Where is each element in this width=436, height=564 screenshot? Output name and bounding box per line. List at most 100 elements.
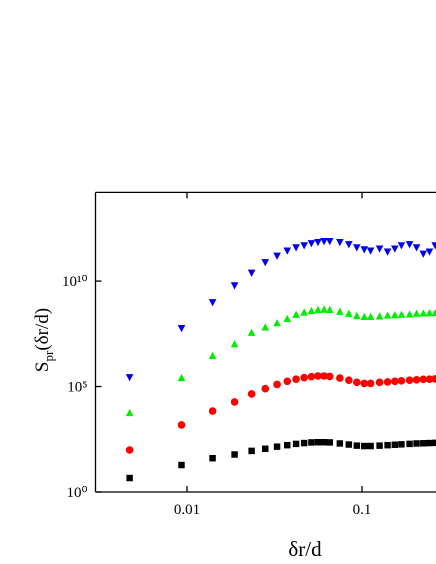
marker — [300, 373, 308, 382]
marker — [391, 245, 399, 253]
marker — [366, 312, 375, 320]
marker — [412, 244, 421, 252]
marker — [336, 238, 344, 247]
marker — [126, 474, 133, 482]
marker — [431, 375, 436, 383]
marker — [384, 441, 391, 449]
marker — [391, 441, 399, 448]
x-axis-label: δr/d — [288, 537, 322, 561]
marker — [426, 439, 433, 447]
marker — [367, 442, 374, 450]
marker — [273, 380, 281, 389]
marker — [412, 375, 421, 384]
marker — [230, 282, 239, 290]
marker — [320, 438, 328, 446]
marker — [247, 328, 256, 336]
y-tick-label: 10¹⁰ — [62, 274, 88, 290]
marker — [420, 440, 427, 447]
marker — [125, 408, 134, 417]
marker — [261, 384, 270, 393]
marker — [326, 439, 333, 446]
y-label-base: S — [32, 361, 53, 372]
marker — [425, 375, 434, 383]
marker — [231, 451, 238, 458]
marker — [375, 245, 384, 253]
marker — [383, 248, 392, 256]
marker — [230, 340, 239, 348]
marker — [230, 398, 239, 406]
marker — [336, 374, 344, 382]
marker — [284, 441, 291, 449]
marker — [431, 439, 436, 447]
x-tick-label: 0.01 — [174, 502, 200, 518]
marker — [262, 445, 269, 453]
marker — [353, 311, 361, 320]
marker — [419, 309, 428, 317]
marker — [405, 310, 414, 318]
y-label-rest: (δr/d) — [32, 308, 53, 351]
marker — [247, 390, 256, 398]
marker — [320, 372, 328, 380]
marker — [273, 252, 281, 260]
marker — [431, 242, 436, 250]
marker — [345, 441, 353, 448]
marker — [314, 372, 322, 380]
marker — [292, 440, 300, 448]
x-tick-label: 0.1 — [353, 502, 372, 518]
marker — [398, 441, 405, 448]
marker — [397, 310, 406, 318]
marker — [375, 378, 384, 387]
marker — [292, 375, 300, 383]
marker — [314, 305, 322, 314]
marker — [425, 248, 434, 256]
marker — [325, 305, 334, 313]
marker — [307, 240, 316, 248]
marker — [320, 305, 328, 313]
marker — [283, 314, 292, 322]
marker — [412, 309, 421, 317]
marker — [376, 442, 383, 449]
marker — [360, 246, 369, 254]
marker — [391, 311, 399, 319]
marker — [353, 378, 361, 387]
marker — [383, 311, 392, 319]
marker — [307, 306, 316, 315]
marker — [300, 242, 308, 250]
marker — [413, 440, 420, 447]
marker — [325, 372, 334, 381]
marker — [283, 377, 292, 386]
marker — [431, 309, 436, 317]
marker — [292, 244, 300, 252]
y-axis-label: Spr(δr/d) — [32, 308, 56, 372]
marker — [397, 377, 406, 385]
marker — [314, 238, 322, 247]
marker — [419, 375, 428, 384]
marker — [425, 309, 434, 317]
marker — [261, 323, 270, 331]
marker — [419, 250, 428, 258]
marker — [360, 312, 369, 320]
marker — [405, 241, 414, 249]
marker — [353, 442, 361, 449]
marker — [361, 442, 368, 450]
marker — [391, 377, 399, 386]
marker — [345, 309, 353, 317]
marker — [261, 259, 270, 267]
marker — [383, 378, 392, 386]
marker — [366, 379, 375, 388]
y-label-sub: pr — [41, 350, 56, 362]
marker — [177, 373, 186, 382]
marker — [405, 376, 414, 384]
marker — [345, 241, 353, 249]
marker — [366, 247, 375, 255]
marker — [273, 443, 281, 450]
marker — [125, 446, 134, 454]
marker — [247, 269, 256, 277]
marker — [307, 372, 316, 381]
marker — [177, 421, 186, 429]
marker — [325, 238, 334, 246]
marker — [320, 238, 328, 246]
marker — [336, 307, 344, 315]
marker — [308, 439, 315, 446]
